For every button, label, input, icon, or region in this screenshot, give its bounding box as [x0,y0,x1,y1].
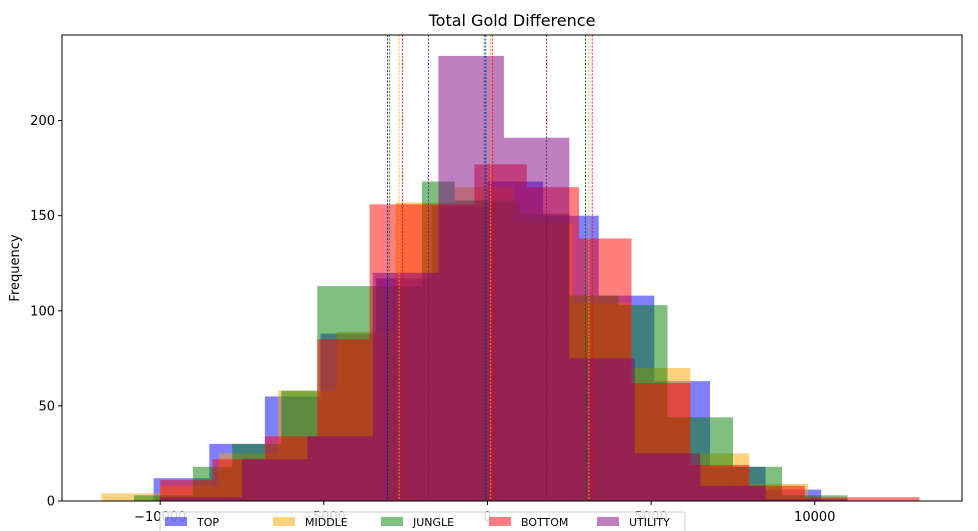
utility-bar-9 [765,499,848,501]
utility-bar-6 [569,358,635,501]
utility-bar-3 [372,272,439,501]
utility-bar-0 [160,497,242,501]
utility-bar-2 [307,436,373,501]
utility-bar-4 [438,55,504,502]
utility-bar-1 [242,459,308,501]
plot-frame [61,34,963,502]
legend-swatch-jungle [381,517,403,526]
legend-swatch-middle [273,517,295,526]
legend-label-middle: MIDDLE [305,516,348,529]
y-tick-label: 200 [30,114,55,129]
legend-swatch-bottom [489,517,511,526]
legend: TOP MIDDLE JUNGLE BOTTOM UTILITY [159,511,686,531]
utility-bar-7 [634,453,701,501]
y-tick-label: 0 [47,495,55,510]
bottom-bar-0 [160,480,213,501]
legend-label-bottom: BOTTOM [521,516,568,529]
bottom-bar-13 [863,497,920,501]
legend-label-top: TOP [196,516,219,529]
histogram-bars [101,55,920,502]
x-tick-label: 10000 [794,510,835,525]
y-tick-label: 100 [30,304,55,319]
legend-swatch-utility [597,517,619,526]
legend-label-jungle: JUNGLE [412,516,454,529]
utility-bar-5 [503,137,570,501]
legend-label-utility: UTILITY [629,516,670,529]
utility-bar-8 [700,485,766,501]
middle-bar-0 [101,493,161,501]
y-axis-label: Frequency [8,234,23,301]
legend-box [159,511,686,531]
chart-title: Total Gold Difference [428,11,596,30]
legend-swatch-top [165,517,187,526]
y-tick-label: 150 [30,209,55,224]
y-tick-label: 50 [38,399,55,414]
stat-lines [387,35,593,501]
